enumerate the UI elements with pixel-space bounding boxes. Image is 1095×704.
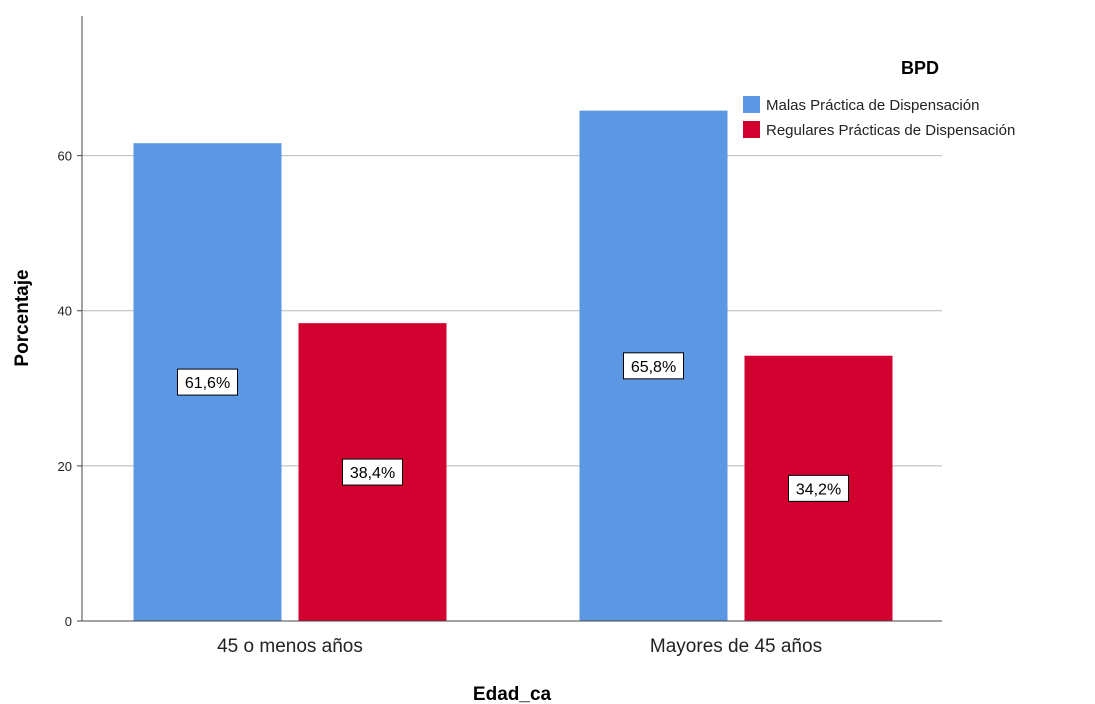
legend-label-regulares: Regulares Prácticas de Dispensación: [766, 122, 1015, 139]
x-category-label: 45 o menos años: [217, 636, 363, 657]
legend-swatch-malas: [743, 96, 760, 113]
legend: BPD Malas Práctica de Dispensación Regul…: [743, 58, 1015, 139]
data-label-box: [788, 474, 849, 502]
legend-title: BPD: [901, 58, 939, 78]
data-label: 34,2%: [796, 481, 841, 498]
data-label-box: [623, 352, 684, 380]
data-label: 65,8%: [631, 359, 676, 376]
data-label: 38,4%: [350, 465, 395, 482]
axes: [81, 16, 942, 622]
y-axis-title: Porcentaje: [12, 269, 33, 366]
legend-swatch-regulares: [743, 121, 760, 138]
data-label: 61,6%: [185, 375, 230, 392]
y-ticks: 0 20 40 60: [58, 149, 82, 629]
bars: [133, 110, 893, 621]
y-tick-label: 20: [58, 459, 72, 474]
x-axis-title: Edad_ca: [473, 684, 552, 704]
data-labels: 61,6% 38,4% 65,8% 34,2%: [177, 352, 849, 502]
data-label-box: [342, 458, 403, 486]
legend-label-malas: Malas Práctica de Dispensación: [766, 97, 979, 114]
y-tick-label: 40: [58, 304, 72, 319]
x-category-label: Mayores de 45 años: [650, 636, 822, 657]
y-tick-label: 0: [65, 614, 72, 629]
y-tick-label: 60: [58, 149, 72, 164]
data-label-box: [177, 368, 238, 396]
x-categories: 45 o menos años Mayores de 45 años: [217, 636, 822, 657]
